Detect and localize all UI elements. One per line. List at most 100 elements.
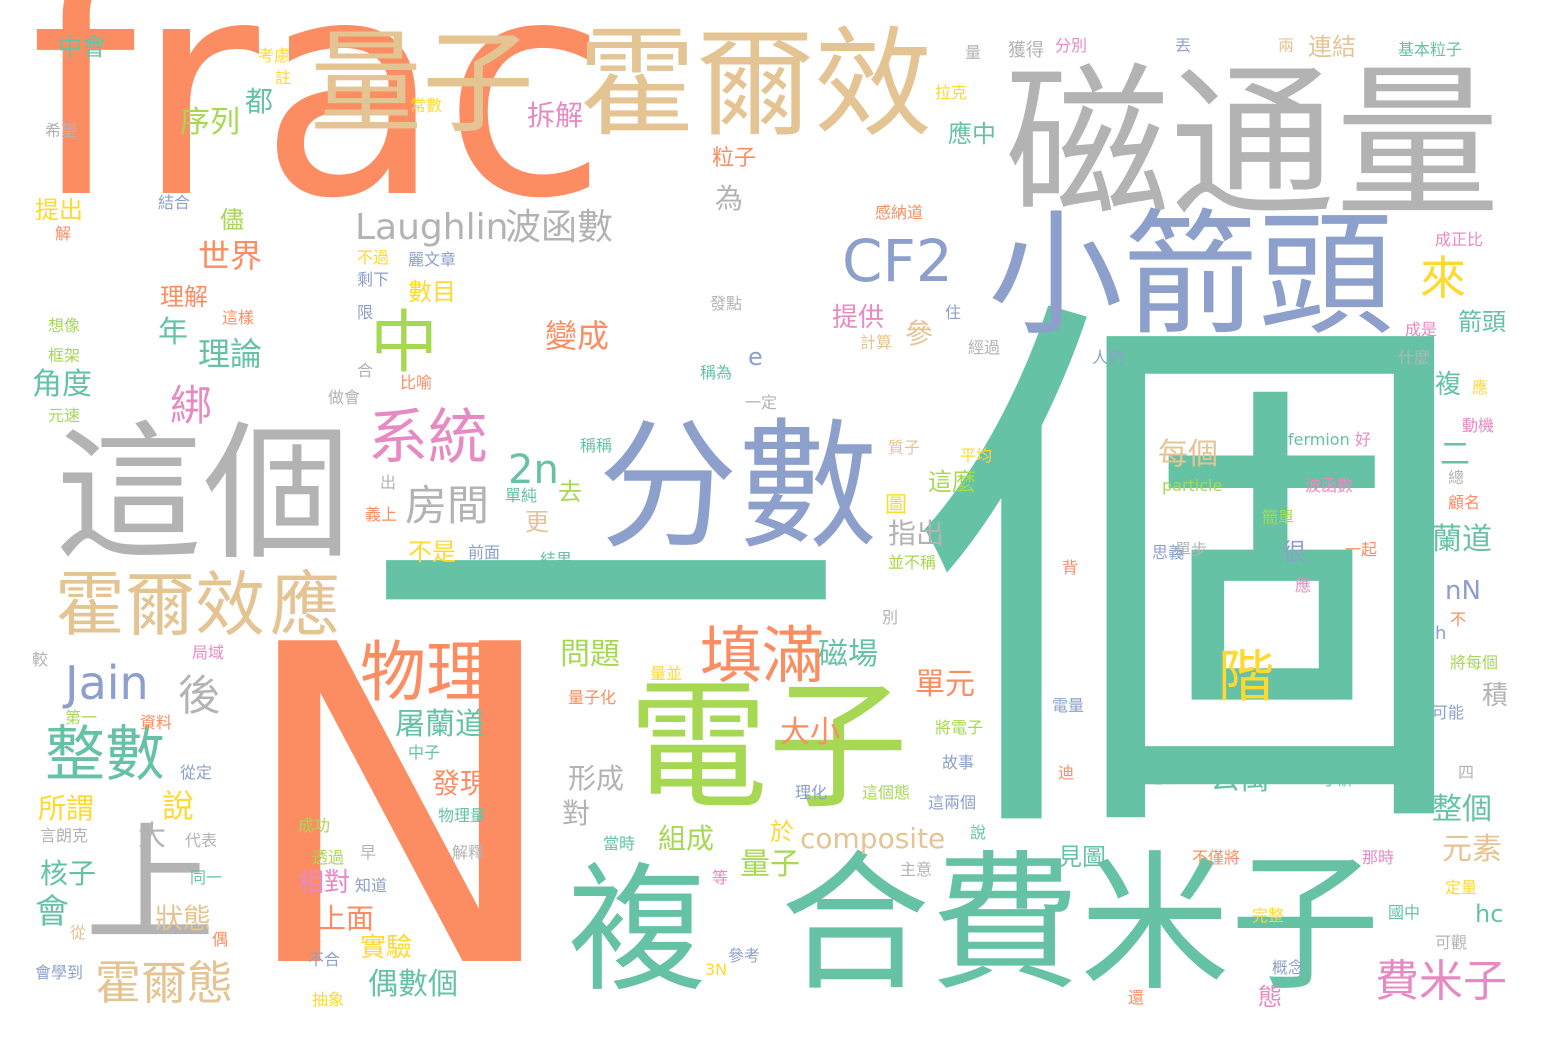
word: 波函數: [505, 207, 614, 248]
word: 世界: [198, 237, 263, 275]
word: 成正比: [1435, 230, 1484, 249]
word: 理化: [795, 783, 828, 802]
word: 成功: [298, 816, 331, 835]
word: 偶數個: [368, 967, 458, 1002]
word: 這種: [1148, 768, 1181, 787]
word: 分別: [1055, 36, 1088, 55]
word: 量並: [650, 664, 683, 683]
word: 填滿: [700, 619, 825, 692]
word: 背: [1062, 558, 1079, 577]
word: 元速: [48, 406, 81, 425]
word: 單步: [1175, 540, 1208, 559]
word: 經過: [968, 338, 1001, 357]
word: 量子: [740, 847, 800, 882]
word: 每個: [1158, 437, 1218, 472]
word: 主意: [900, 860, 933, 879]
word: 計算: [860, 333, 893, 352]
word: 變成: [545, 317, 610, 355]
word: 基本粒子: [1398, 40, 1463, 59]
word: 粒子: [712, 146, 757, 171]
word: 可能: [1432, 703, 1465, 722]
word: 態: [1258, 983, 1282, 1011]
word: 組成: [658, 822, 715, 855]
word: 解釋: [452, 843, 485, 862]
word: e: [748, 343, 763, 371]
word: 連結: [1308, 33, 1356, 61]
word: 來: [1420, 251, 1466, 305]
word: 那時: [1362, 848, 1395, 867]
word: 都: [245, 85, 274, 118]
word: 參考: [728, 946, 761, 965]
word: 箭頭: [1458, 308, 1506, 336]
word: 積: [1482, 681, 1509, 711]
word: 說: [970, 823, 987, 842]
word: 稱為: [700, 363, 733, 382]
word: 別: [882, 608, 899, 627]
word: 平均: [960, 446, 993, 465]
word: 房間: [405, 481, 490, 530]
word: 麗文章: [408, 250, 457, 269]
word: 統一: [1262, 348, 1295, 367]
word: 故事: [942, 753, 975, 772]
word: 會: [35, 892, 69, 932]
word: 整個: [1432, 792, 1492, 827]
word: 形成: [568, 762, 625, 795]
word: 電量: [1052, 696, 1085, 715]
word: 什麼: [1398, 348, 1431, 367]
word: 獲得: [1008, 40, 1044, 61]
word: 更: [525, 508, 549, 536]
word: 於: [770, 818, 794, 846]
word: 說: [162, 787, 195, 825]
word: 蘭道: [1432, 522, 1492, 557]
word: 個: [915, 254, 1475, 906]
word: 單元: [915, 667, 975, 702]
word: hc: [1475, 900, 1504, 928]
word: 言朗克: [40, 826, 89, 845]
word: 第一: [65, 708, 98, 727]
word: 應: [270, 564, 340, 646]
word: 去: [558, 478, 582, 506]
word: 可觀: [1435, 933, 1468, 952]
word: 會學到: [35, 963, 84, 982]
word: 限: [357, 303, 374, 322]
word: 圖: [885, 493, 908, 518]
word: 中: [370, 304, 439, 383]
word: 上面: [318, 902, 375, 935]
word: 為: [715, 182, 744, 215]
word: 這麼: [928, 468, 976, 496]
word: 思義: [1152, 543, 1185, 562]
word: N: [235, 553, 565, 1052]
word: 波函數: [1305, 476, 1354, 495]
word: 了解: [1322, 770, 1355, 789]
word: 元素: [1442, 832, 1502, 867]
word: 一: [365, 322, 845, 881]
word: 偶: [212, 930, 229, 949]
word: 參: [905, 317, 934, 350]
word: 霍爾態: [95, 956, 233, 1010]
word: 系統: [368, 403, 488, 473]
word: 希望: [45, 121, 78, 140]
word: 丟: [1175, 36, 1192, 55]
word: 資料: [140, 713, 173, 732]
word: 結果: [540, 550, 573, 569]
word: 抽象: [312, 990, 345, 1009]
word: 人們: [1092, 348, 1125, 367]
word: frac: [30, 0, 608, 264]
word: 量子: [310, 19, 534, 149]
word: 公寓: [1210, 762, 1270, 797]
word: 狀態: [155, 902, 212, 935]
word: 大: [138, 819, 167, 852]
word: 成是: [1405, 320, 1438, 339]
word: 不過: [357, 248, 390, 267]
word: 複: [568, 850, 707, 1011]
word: Laughlin: [355, 207, 509, 248]
word: 同一: [190, 868, 223, 887]
word: 小箭頭: [988, 197, 1393, 354]
word: 年: [158, 315, 188, 350]
word: 簡單: [1262, 508, 1295, 527]
word: 中會: [58, 33, 106, 61]
word: 四: [1458, 763, 1475, 782]
word: 總: [1448, 468, 1465, 487]
word: 物理: [360, 634, 492, 711]
